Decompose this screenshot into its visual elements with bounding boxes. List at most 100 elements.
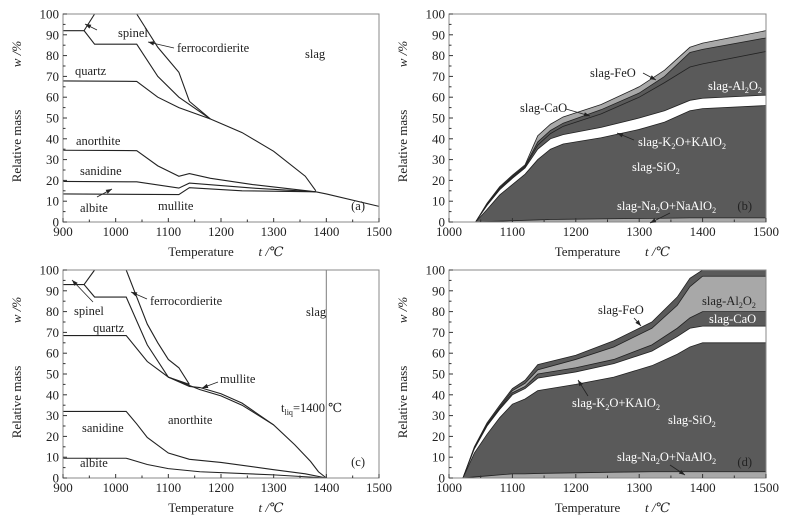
- series-sanidine-top: [63, 410, 327, 479]
- x-tick-label: 1200: [563, 480, 589, 495]
- panel-label: (d): [737, 455, 752, 469]
- x-tick-label: 1100: [156, 224, 182, 239]
- y-axis-symbol: w /%: [395, 41, 410, 68]
- y-tick-label: 10: [432, 194, 445, 209]
- x-tick-label: 1500: [753, 224, 779, 239]
- y-tick-label: 20: [46, 173, 59, 188]
- x-axis-symbol: t /℃: [645, 500, 670, 515]
- arrow-head-icon: [678, 469, 685, 475]
- panel-b: 1000 1100 1200 1300 1400 1500 0 10 20 30 40 50 60 70 8…: [395, 7, 779, 260]
- x-tick-label: 1200: [563, 224, 589, 239]
- y-tick-label: 10: [46, 450, 59, 465]
- x-tick-label: 1300: [626, 480, 652, 495]
- x-tick-label: 1000: [103, 224, 129, 239]
- series-ferrocordierite-top: [94, 13, 211, 120]
- y-tick-label: 90: [46, 27, 59, 42]
- y-tick-label: 40: [432, 387, 445, 402]
- y-tick-label: 60: [432, 346, 445, 361]
- y-tick-label: 100: [40, 263, 60, 278]
- y-axis-symbol: w /%: [9, 41, 24, 68]
- x-axis-symbol: t /℃: [645, 244, 670, 259]
- x-tick-label: 1300: [626, 224, 652, 239]
- label-sanidine: sanidine: [80, 164, 122, 178]
- y-tick-label: 50: [432, 111, 445, 126]
- arrow-head-icon: [148, 41, 155, 46]
- y-tick-label: 70: [46, 69, 59, 84]
- y-tick-label: 90: [432, 283, 445, 298]
- label-slag: slag: [305, 47, 326, 61]
- arrow-head-icon: [72, 280, 78, 286]
- y-tick-label: 70: [432, 325, 445, 340]
- y-tick-label: 40: [46, 387, 59, 402]
- label-slag-feo: slag-FeO: [598, 303, 644, 317]
- area-slag-SiO2: [462, 342, 767, 479]
- y-tick-label: 0: [439, 215, 446, 230]
- label-mullite: mullite: [220, 372, 256, 386]
- area-slag-SiO2: [474, 105, 767, 223]
- arrow-head-icon: [635, 320, 641, 326]
- y-tick-label: 0: [439, 471, 446, 486]
- y-tick-label: 70: [46, 325, 59, 340]
- y-tick-label: 80: [46, 48, 59, 63]
- label-slag-al2o3: slag-Al2O2: [702, 294, 756, 310]
- y-tick-label: 20: [432, 173, 445, 188]
- area-slag-Na2O+NaAlO2: [475, 217, 767, 223]
- x-tick-label: 1000: [436, 480, 462, 495]
- series-ferrocordierite-bottom: [83, 30, 211, 120]
- y-tick-label: 60: [46, 346, 59, 361]
- series-mullite-top: [62, 180, 316, 193]
- x-tick-label: 1100: [156, 480, 182, 495]
- label-mullite: mullite: [158, 199, 194, 213]
- y-tick-label: 80: [46, 304, 59, 319]
- arrow-head-icon: [650, 218, 657, 223]
- x-tick-label: 1300: [261, 224, 287, 239]
- label-slag-al2o3: slag-Al2O2: [708, 79, 762, 95]
- label-slag-k2o: slag-K2O+KAlO2: [572, 396, 660, 412]
- label-albite: albite: [80, 201, 108, 215]
- y-tick-label: 60: [46, 90, 59, 105]
- label-ferrocordierite: ferrocordierite: [150, 294, 223, 308]
- panel-d: 1000 1100 1200 1300 1400 1500 0 10 20 30 40 50 60 70 8…: [395, 263, 779, 516]
- x-tick-label: 900: [53, 480, 73, 495]
- y-tick-label: 100: [426, 263, 446, 278]
- y-axis-title: Relative mass: [395, 110, 410, 183]
- arrow-head-icon: [85, 24, 92, 29]
- label-tliq: tliq=1400 ℃: [281, 401, 342, 417]
- series-spinel-diag: [83, 13, 96, 31]
- x-tick-label: 1000: [436, 224, 462, 239]
- label-anorthite: anorthite: [168, 413, 213, 427]
- label-anorthite: anorthite: [76, 134, 121, 148]
- y-tick-label: 40: [432, 131, 445, 146]
- label-ferrocordierite: ferrocordierite: [177, 41, 250, 55]
- x-tick-label: 1400: [313, 480, 339, 495]
- panel-label: (b): [737, 199, 752, 213]
- arrow-head-icon: [578, 380, 584, 387]
- y-axis-title: Relative mass: [9, 366, 24, 439]
- x-tick-label: 1500: [366, 224, 392, 239]
- y-axis-title: Relative mass: [395, 366, 410, 439]
- series-mullite-top: [168, 376, 274, 426]
- y-tick-label: 50: [432, 367, 445, 382]
- x-axis-title: Temperature: [555, 500, 621, 515]
- y-tick-label: 80: [432, 48, 445, 63]
- arrow-head-icon: [617, 133, 624, 138]
- y-tick-label: 60: [432, 90, 445, 105]
- x-tick-label: 1300: [261, 480, 287, 495]
- x-tick-label: 1500: [366, 480, 392, 495]
- x-tick-label: 1100: [500, 224, 526, 239]
- y-tick-label: 80: [432, 304, 445, 319]
- y-tick-label: 0: [53, 471, 60, 486]
- label-slag-na2o: slag-Na2O+NaAlO2: [617, 450, 716, 466]
- y-axis-symbol: w /%: [395, 297, 410, 324]
- arrow-head-icon: [202, 383, 209, 388]
- y-tick-label: 50: [46, 367, 59, 382]
- label-slag-cao: slag-CaO: [709, 312, 756, 326]
- label-quartz: quartz: [75, 64, 107, 78]
- x-axis-title: Temperature: [168, 500, 234, 515]
- x-tick-label: 1200: [208, 224, 234, 239]
- x-axis-title: Temperature: [168, 244, 234, 259]
- x-tick-label: 1500: [753, 480, 779, 495]
- x-tick-label: 1200: [208, 480, 234, 495]
- label-albite: albite: [80, 456, 108, 470]
